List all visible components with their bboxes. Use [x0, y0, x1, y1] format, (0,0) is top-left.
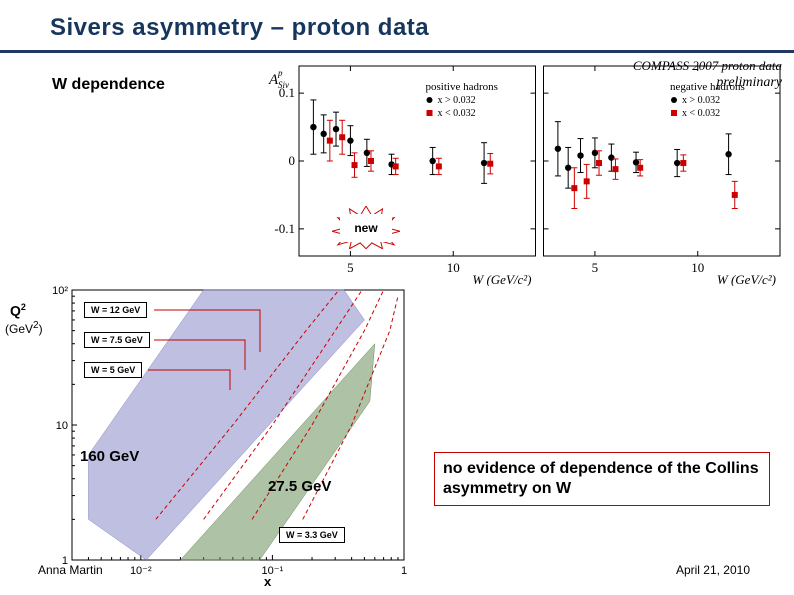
subtitle: W dependence: [52, 76, 165, 94]
w-box-3-3: W = 3.3 GeV: [279, 527, 345, 543]
svg-text:x < 0.032: x < 0.032: [682, 108, 720, 119]
beam-160: 160 GeV: [80, 448, 139, 465]
svg-text:10²: 10²: [52, 286, 68, 297]
footer-author: Anna Martin: [38, 563, 103, 577]
svg-text:positive hadrons: positive hadrons: [426, 81, 498, 93]
svg-text:10: 10: [447, 260, 460, 275]
q2-unit-text: (GeV: [5, 322, 33, 336]
svg-text:p: p: [277, 68, 283, 78]
svg-text:-0.1: -0.1: [274, 221, 295, 236]
w-box-7-5: W = 7.5 GeV: [84, 332, 150, 348]
new-badge: new: [340, 214, 392, 242]
svg-text:x < 0.032: x < 0.032: [438, 108, 476, 119]
y-axis-q2-label: Q2: [10, 302, 26, 319]
beam-27-5: 27.5 GeV: [268, 478, 331, 495]
w-box-5: W = 5 GeV: [84, 362, 142, 378]
q2-text: Q: [10, 303, 21, 319]
w-box-12: W = 12 GeV: [84, 302, 147, 318]
svg-text:x > 0.032: x > 0.032: [438, 95, 476, 106]
svg-text:10⁻²: 10⁻²: [130, 565, 152, 577]
svg-text:W (GeV/c²): W (GeV/c²): [472, 272, 531, 286]
svg-text:1: 1: [401, 565, 407, 577]
svg-text:0.1: 0.1: [279, 85, 295, 100]
svg-text:0: 0: [289, 153, 296, 168]
new-label: new: [340, 214, 392, 242]
title-rule: [0, 50, 794, 53]
y-axis-q2-unit: (GeV2): [5, 320, 43, 336]
svg-text:5: 5: [347, 260, 354, 275]
q2-unit-close: ): [39, 322, 43, 336]
svg-text:negative hadrons: negative hadrons: [670, 81, 745, 93]
svg-text:x > 0.032: x > 0.032: [682, 95, 720, 106]
bottom-chart: 10⁻²10⁻¹111010²: [24, 286, 414, 584]
footer-date: April 21, 2010: [676, 563, 750, 577]
conclusion-note: no evidence of dependence of the Collins…: [434, 452, 770, 506]
x-axis-label: x: [264, 574, 271, 589]
svg-text:10: 10: [691, 260, 704, 275]
svg-text:10: 10: [56, 420, 68, 432]
svg-text:W (GeV/c²): W (GeV/c²): [717, 272, 776, 286]
svg-text:5: 5: [592, 260, 599, 275]
page-title: Sivers asymmetry – proton data: [50, 14, 429, 42]
top-chart: ASivpCOMPASS 2007 proton datapreliminary…: [254, 58, 784, 286]
q2-sup: 2: [21, 302, 26, 312]
